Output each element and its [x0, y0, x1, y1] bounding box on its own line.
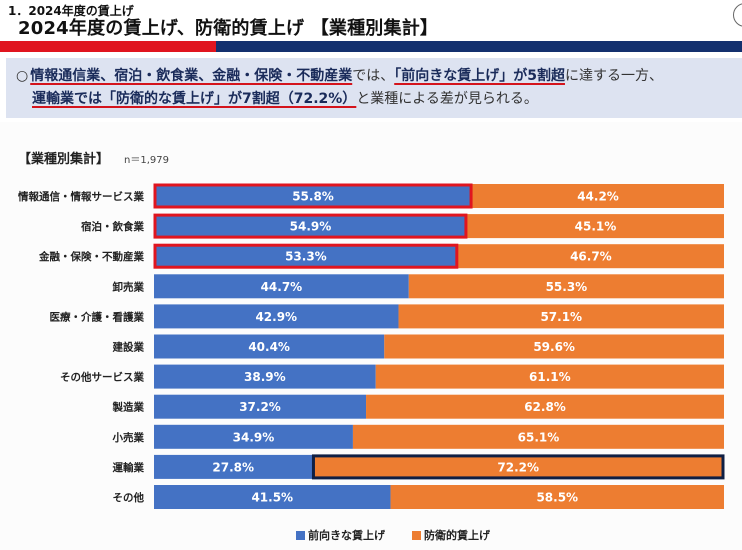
summary-highlight: 運輸業では「防衛的な賃上げ」が7割超（72.2%） [32, 91, 357, 107]
bar-positive [154, 454, 313, 479]
summary-line-1: ○ 情報通信業、宿泊・飲食業、金融・保険・不動産業では、「前向きな賃上げ」が5割超… [16, 65, 663, 85]
summary-highlight: 「前向きな賃上げ」が5割超 [394, 68, 565, 84]
bar-defensive [312, 454, 724, 479]
bar-defensive [390, 485, 724, 509]
highlight-outline [311, 454, 725, 480]
bar-positive [154, 485, 391, 509]
bar-positive [154, 214, 467, 239]
bar-value-label: 55.3% [546, 280, 588, 294]
highlight-outline [153, 183, 473, 209]
bar-positive [154, 364, 376, 389]
bar-value-label: 61.1% [529, 370, 571, 384]
summary-highlight: 情報通信業、宿泊・飲食業、金融・保険・不動産業 [30, 68, 353, 84]
section-label: 1．2024年度の賃上げ [8, 4, 134, 18]
legend-item-defensive: 防衛的賃上げ [412, 527, 490, 543]
bar-value-label: 46.7% [570, 250, 612, 264]
bar-value-label: 41.5% [251, 491, 293, 505]
legend-item-positive: 前向きな賃上げ [296, 527, 385, 543]
bullet-icon: ○ [16, 68, 29, 84]
sample-size: n＝1,979 [124, 155, 169, 166]
bar-value-label: 54.9% [290, 220, 332, 234]
bar-defensive [384, 334, 724, 359]
bar-positive [154, 334, 385, 359]
legend-label-defensive: 防衛的賃上げ [424, 529, 490, 542]
page-title: 2024年度の賃上げ、防衛的賃上げ 【業種別集計】 [18, 18, 439, 39]
bar-positive [154, 274, 409, 299]
legend-swatch-positive [296, 530, 305, 540]
bar-positive [154, 394, 367, 419]
bar-defensive [457, 244, 724, 269]
category-label: 卸売業 [113, 280, 145, 293]
bar-defensive [375, 364, 724, 389]
bar-value-label: 34.9% [233, 430, 275, 444]
category-label: 情報通信・情報サービス業 [18, 190, 144, 203]
category-label: 運輸業 [113, 461, 145, 474]
bar-value-label: 44.2% [577, 190, 619, 204]
category-label: その他サービス業 [60, 371, 144, 384]
bar-value-label: 65.1% [518, 430, 560, 444]
bar-value-label: 62.8% [524, 400, 566, 414]
chart-heading: 【業種別集計】 [18, 152, 110, 167]
bar-value-label: 72.2% [497, 460, 539, 474]
category-label: その他 [113, 491, 145, 504]
category-label: 小売業 [112, 431, 145, 444]
legend-swatch-defensive [412, 530, 421, 540]
bar-positive [154, 244, 458, 269]
header-rule-navy [216, 41, 742, 52]
bar-value-label: 45.1% [575, 220, 617, 234]
category-label: 医療・介護・看護業 [50, 310, 145, 323]
bar-value-label: 42.9% [255, 310, 297, 324]
bar-defensive [398, 304, 724, 329]
bar-defensive [472, 184, 724, 208]
bar-defensive [408, 274, 724, 299]
bar-value-label: 27.8% [212, 460, 254, 474]
bar-defensive [352, 424, 724, 449]
highlight-outline [153, 243, 459, 269]
bar-value-label: 57.1% [540, 310, 582, 324]
bar-value-label: 40.4% [248, 340, 290, 354]
summary-text: と業種による差が見られる。 [356, 91, 538, 107]
summary-line-2: 運輸業では「防衛的な賃上げ」が7割超（72.2%）と業種による差が見られる。 [32, 88, 538, 108]
bar-value-label: 58.5% [536, 491, 578, 505]
bar-value-label: 38.9% [244, 370, 286, 384]
category-label: 建設業 [112, 341, 145, 354]
bar-defensive [466, 214, 724, 239]
summary-box: ○ 情報通信業、宿泊・飲食業、金融・保険・不動産業では、「前向きな賃上げ」が5割超… [6, 58, 742, 118]
bar-positive [154, 184, 473, 208]
summary-text: では、 [352, 68, 395, 84]
summary-text: に達する一方、 [564, 68, 663, 84]
bar-defensive [366, 394, 724, 419]
category-label: 金融・保険・不動産業 [38, 250, 144, 263]
bar-value-label: 37.2% [239, 400, 281, 414]
category-label: 製造業 [112, 401, 145, 414]
bar-value-label: 44.7% [261, 280, 303, 294]
header-rule-red [0, 41, 216, 52]
bar-positive [154, 304, 399, 329]
bar-value-label: 59.6% [533, 340, 575, 354]
category-label: 宿泊・飲食業 [81, 220, 144, 233]
bar-value-label: 55.8% [292, 190, 334, 204]
bar-value-label: 53.3% [285, 250, 327, 264]
bar-positive [154, 424, 353, 449]
highlight-outline [153, 213, 468, 239]
legend-label-positive: 前向きな賃上げ [308, 529, 385, 542]
